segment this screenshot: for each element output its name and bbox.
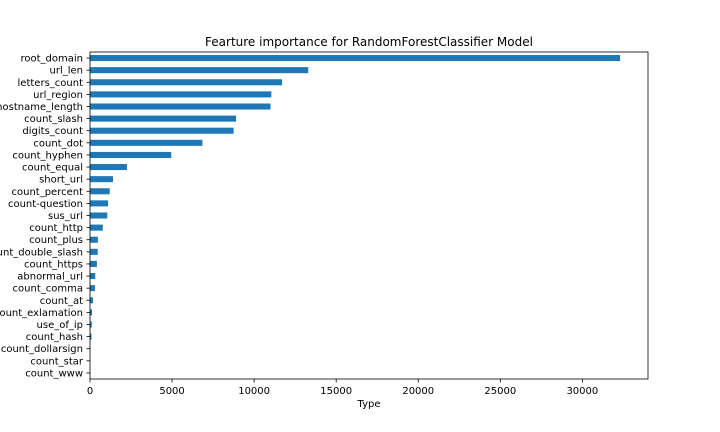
y-tick-label: count_hyphen <box>12 150 83 161</box>
bar-count_hyphen <box>90 151 172 158</box>
bar-count_comma <box>90 285 95 292</box>
x-tick-label: 25000 <box>484 386 516 397</box>
bar-short_url <box>90 176 113 183</box>
plot-frame <box>89 51 649 380</box>
bars-layer <box>90 55 621 376</box>
y-tick-label: count_double_slash <box>0 247 83 258</box>
y-tick-label: count_dot <box>33 138 83 149</box>
x-tick-label: 5000 <box>159 386 184 397</box>
x-tick-label: 0 <box>87 386 93 397</box>
x-axis-title: Type <box>357 399 381 410</box>
x-tick-label: 10000 <box>238 386 270 397</box>
y-tick-label: root_domain <box>21 54 84 65</box>
bar-url_len <box>90 67 309 74</box>
y-tick-label: count_slash <box>24 114 83 125</box>
y-tick-label: url_len <box>50 66 84 77</box>
y-tick-label: count_exlamation <box>0 308 83 319</box>
y-tick-label: count-question <box>8 199 83 210</box>
y-tick-label: hostname_length <box>0 102 83 113</box>
bar-count_https <box>90 260 97 267</box>
y-tick-label: use_of_ip <box>37 320 83 331</box>
bar-sus_url <box>90 212 108 219</box>
bar-digits_count <box>90 127 234 134</box>
y-tick-label: count_equal <box>22 163 83 174</box>
y-tick-label: abnormal_url <box>17 272 83 283</box>
bar-count_double_slash <box>90 248 98 255</box>
y-tick-label: digits_count <box>22 126 83 137</box>
chart-title: Fearture importance for RandomForestClas… <box>205 35 533 49</box>
bar-count_hash <box>90 333 92 340</box>
y-tick-label: count_hash <box>26 332 83 343</box>
y-tick-label: count_dollarsign <box>1 344 83 355</box>
bar-count_exlamation <box>90 309 92 316</box>
y-tick-label: count_comma <box>13 284 83 295</box>
bar-count_equal <box>90 164 127 171</box>
y-tick-label: count_http <box>29 223 83 234</box>
bar-hostname_length <box>90 103 271 110</box>
y-tick-label: count_https <box>24 259 83 270</box>
y-tick-label: count_star <box>30 356 83 367</box>
y-tick-label: sus_url <box>48 211 83 222</box>
bar-count_at <box>90 297 93 304</box>
bar-count_plus <box>90 236 98 243</box>
y-tick-label: count_at <box>40 296 83 307</box>
bar-count-question <box>90 200 109 207</box>
y-tick-label: count_www <box>25 368 83 379</box>
bar-url_region <box>90 91 272 98</box>
y-tick-label: letters_count <box>18 78 84 89</box>
y-tick-label: url_region <box>33 90 83 101</box>
bar-abnormal_url <box>90 273 96 280</box>
bar-count_dot <box>90 139 203 146</box>
y-tick-label: short_url <box>39 175 83 186</box>
x-tick-label: 30000 <box>566 386 598 397</box>
x-tick-label: 20000 <box>402 386 434 397</box>
x-tick-label: 15000 <box>320 386 352 397</box>
y-tick-label: count_plus <box>29 235 83 246</box>
y-tick-label: count_percent <box>11 187 83 198</box>
bar-count_percent <box>90 188 110 195</box>
bar-use_of_ip <box>90 321 92 328</box>
bar-letters_count <box>90 79 283 86</box>
y-axis: root_domainurl_lenletters_counturl_regio… <box>0 54 90 379</box>
bar-count_slash <box>90 115 237 122</box>
bar-root_domain <box>90 55 621 62</box>
bar-count_http <box>90 224 103 231</box>
x-axis: 0 5000 10000 15000 20000 25000 30000 <box>87 379 598 397</box>
